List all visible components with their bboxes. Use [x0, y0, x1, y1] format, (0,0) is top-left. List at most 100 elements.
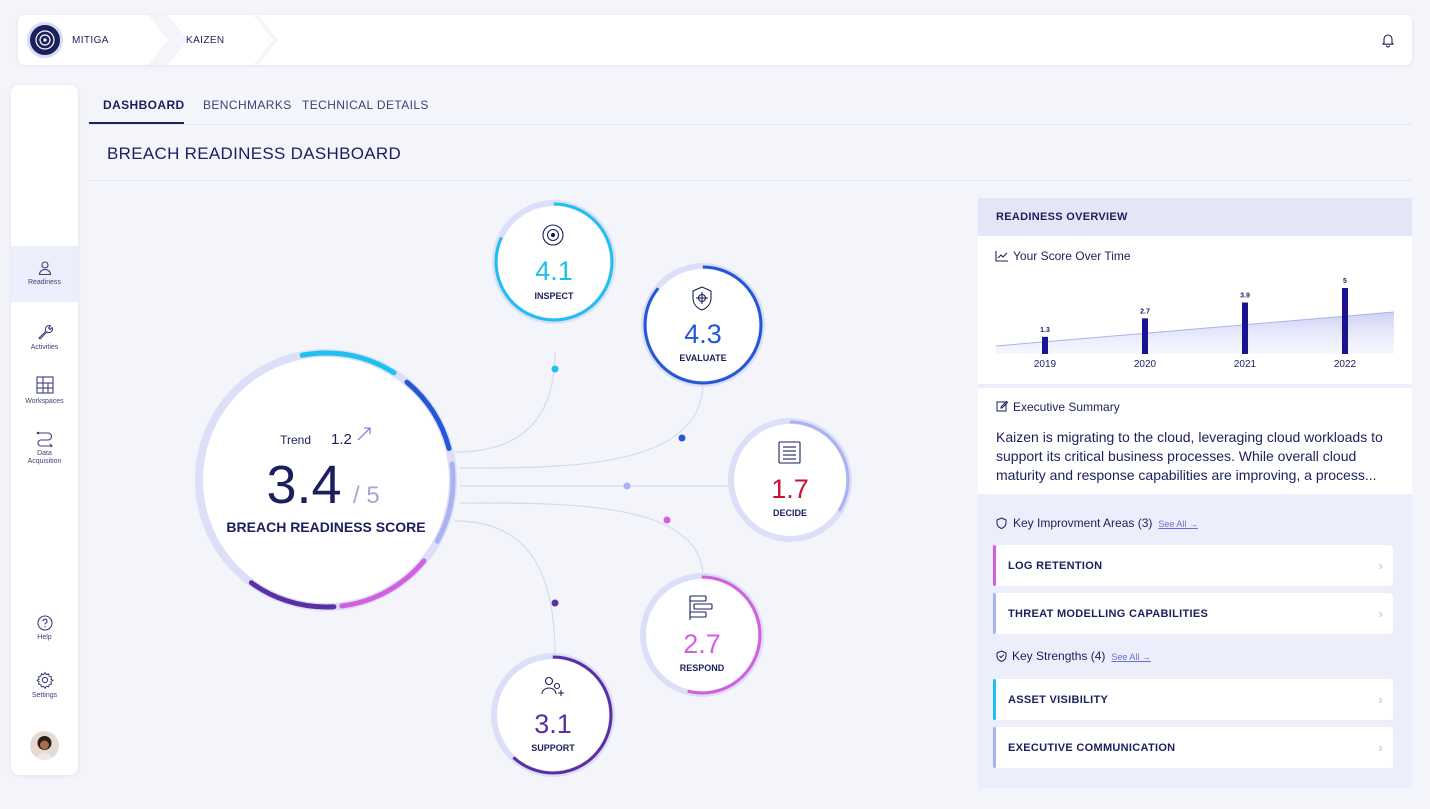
- node-label-decide: DECIDE: [773, 508, 807, 518]
- divider: [89, 180, 1412, 181]
- node-value-evaluate: 4.3: [684, 319, 722, 349]
- connector-inspect: [454, 351, 556, 453]
- item-label: ASSET VISIBILITY: [1008, 694, 1109, 706]
- sidebar-item-label: Help: [37, 634, 52, 641]
- team-icon: [541, 676, 564, 696]
- avatar[interactable]: [30, 731, 59, 760]
- strengths-see-all-link[interactable]: See All →: [1111, 652, 1151, 662]
- node-support[interactable]: 3.1 SUPPORT: [491, 653, 615, 777]
- improvement-title: Key Improvment Areas (3): [1013, 516, 1153, 530]
- stack-icon: [689, 595, 713, 620]
- breach-readiness-gauge[interactable]: Trend 1.2 3.4 / 5 BREACH READINESS SCORE: [195, 349, 457, 611]
- chevron-right-icon: ›: [1378, 740, 1383, 755]
- progress-arc-support: [493, 655, 613, 775]
- chart-title: Your Score Over Time: [1013, 249, 1131, 263]
- progress-arc-evaluate: [643, 265, 763, 385]
- score-value: 3.4: [266, 455, 341, 515]
- data-flow-icon: [36, 431, 53, 447]
- sidebar-item-workspaces[interactable]: Workspaces: [11, 375, 78, 405]
- bar-2021[interactable]: [1242, 302, 1248, 354]
- x-tick-label: 2019: [1034, 359, 1057, 370]
- line-chart-icon: [995, 251, 1008, 262]
- score-bar-chart: 1.3 2019 2.7 2020 3.9 2021 5 2022: [995, 278, 1395, 370]
- tab-dashboard[interactable]: DASHBOARD: [103, 98, 185, 112]
- summary-title: Executive Summary: [1013, 400, 1120, 414]
- node-evaluate[interactable]: 4.3 EVALUATE: [641, 263, 765, 387]
- bar-2020[interactable]: [1142, 318, 1148, 354]
- bar-value-label: 2.7: [1140, 308, 1150, 315]
- gauge-segment-support: [196, 350, 456, 610]
- connector-respond: [459, 502, 704, 576]
- sidebar-item-help[interactable]: Help: [11, 615, 78, 641]
- score-max: / 5: [353, 482, 380, 509]
- sidebar-item-data-acquisition[interactable]: Data Acquisition: [11, 429, 78, 466]
- sidebar-item-label: Readiness: [27, 279, 62, 286]
- item-accent-bar: [993, 727, 996, 768]
- active-tab-indicator: [89, 122, 184, 124]
- shield-check-icon: [996, 650, 1007, 662]
- connector-support: [454, 520, 556, 656]
- node-inspect[interactable]: 4.1 INSPECT: [492, 200, 616, 324]
- strengths-title: Key Strengths (4): [1012, 649, 1106, 663]
- improvement-item[interactable]: THREAT MODELLING CAPABILITIES ›: [993, 593, 1393, 634]
- panel-title: READINESS OVERVIEW: [978, 198, 1412, 236]
- strength-item[interactable]: EXECUTIVE COMMUNICATION ›: [993, 727, 1393, 768]
- sidebar-item-label: Settings: [31, 692, 58, 699]
- chevron-right-icon: ›: [1378, 692, 1383, 707]
- trend-line: [995, 311, 1395, 347]
- grid-icon: [35, 376, 54, 394]
- chevron-right-icon: ›: [1378, 558, 1383, 573]
- strengths-header: Key Strengths (4) See All →: [1012, 649, 1151, 663]
- sidebar-item-settings[interactable]: Settings: [11, 671, 78, 699]
- user-avatar-icon: [36, 736, 53, 760]
- score-label: BREACH READINESS SCORE: [226, 519, 425, 535]
- x-tick-label: 2020: [1134, 359, 1157, 370]
- improvement-see-all-link[interactable]: See All →: [1158, 519, 1198, 529]
- node-label-inspect: INSPECT: [534, 291, 574, 301]
- connector-dot-inspect: [551, 365, 559, 373]
- executive-summary-card: Executive Summary Kaizen is migrating to…: [978, 388, 1412, 494]
- shield-outline-icon: [996, 517, 1007, 529]
- help-icon: [36, 615, 53, 631]
- strength-item[interactable]: ASSET VISIBILITY ›: [993, 679, 1393, 720]
- node-respond[interactable]: 2.7 RESPOND: [640, 573, 764, 697]
- shield-icon: [692, 286, 712, 311]
- trend-up-icon: [357, 427, 371, 441]
- trend-value: 1.2: [331, 431, 352, 448]
- connectors: [454, 351, 730, 656]
- bar-2022[interactable]: [1342, 288, 1348, 354]
- item-accent-bar: [993, 545, 996, 586]
- sidebar-item-label: Activities: [30, 344, 59, 351]
- wrench-icon: [37, 325, 53, 340]
- readiness-overview-panel: READINESS OVERVIEW Your Score Over Time …: [978, 198, 1412, 788]
- bar-2019[interactable]: [1042, 336, 1048, 354]
- tab-benchmarks[interactable]: BENCHMARKS: [203, 98, 292, 112]
- edit-icon: [996, 400, 1008, 412]
- tab-technical-details[interactable]: TECHNICAL DETAILS: [302, 98, 429, 112]
- connector-dot-respond: [663, 516, 671, 524]
- item-label: EXECUTIVE COMMUNICATION: [1008, 742, 1176, 754]
- sidebar-item-label: Workspaces: [25, 398, 64, 405]
- item-accent-bar: [993, 679, 996, 720]
- improvement-item[interactable]: LOG RETENTION ›: [993, 545, 1393, 586]
- notification-bell-icon[interactable]: [1380, 32, 1396, 48]
- target-icon: [542, 224, 564, 246]
- node-decide[interactable]: 1.7 DECIDE: [728, 418, 852, 542]
- sidebar-item-readiness[interactable]: Readiness: [11, 246, 78, 302]
- sidebar-item-label: Data Acquisition: [27, 450, 62, 465]
- item-label: THREAT MODELLING CAPABILITIES: [1008, 608, 1209, 620]
- breadcrumb-org[interactable]: MITIGA: [72, 35, 109, 46]
- x-tick-label: 2022: [1334, 359, 1357, 370]
- connector-evaluate: [459, 384, 704, 469]
- top-bar: MITIGA KAIZEN: [18, 15, 1412, 65]
- mitiga-logo[interactable]: [27, 22, 63, 58]
- progress-arc-decide: [730, 420, 850, 540]
- node-label-support: SUPPORT: [531, 743, 575, 753]
- breadcrumb-project[interactable]: KAIZEN: [186, 35, 225, 46]
- sidebar-item-activities[interactable]: Activities: [11, 323, 78, 351]
- gauge-segment-inspect: [196, 350, 456, 610]
- breadcrumb: [148, 15, 278, 65]
- node-value-support: 3.1: [534, 709, 572, 739]
- node-value-decide: 1.7: [771, 474, 809, 504]
- bar-value-label: 5: [1343, 278, 1347, 285]
